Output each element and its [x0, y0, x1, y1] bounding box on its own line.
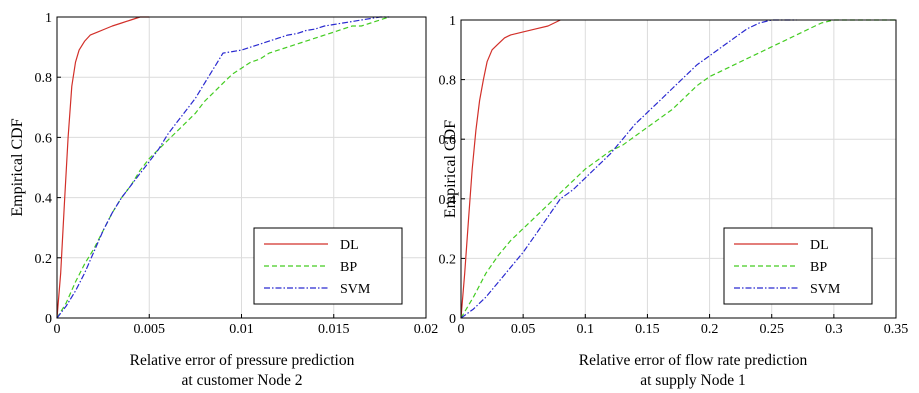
y-tick-label: 0.8 [439, 74, 457, 89]
x-tick-label: 0.2 [701, 322, 719, 337]
series-line-svm [460, 19, 797, 319]
y-tick-label: 0.8 [35, 71, 53, 86]
legend-label-bp: BP [340, 260, 357, 275]
legend-label-svm: SVM [810, 282, 841, 297]
x-tick-label: 0.25 [759, 322, 784, 337]
y-tick-label: 0 [45, 312, 52, 327]
chart-panel-0: 0 0.005 0.01 0.015 0.02 0 0.2 0.4 0.6 0.8 1 Empiric… [9, 11, 438, 337]
y-tick-label: 1 [449, 14, 456, 29]
x-tick-label: 0 [458, 322, 465, 337]
x-tick-label: 0.1 [577, 322, 595, 337]
chart-panel-1: 0 0.05 0.1 0.15 0.2 0.25 0.3 0.35 0 0.2 0.4 0.6 0.8 1… [439, 14, 909, 337]
y-tick-label: 0.6 [439, 133, 457, 148]
y-axis-label: Empirical CDF [442, 120, 459, 218]
series-line-svm [56, 16, 390, 319]
xlabel-left-line1: Relative error of pressure prediction [129, 352, 355, 369]
x-tick-label: 0.01 [229, 322, 254, 337]
xlabel-right-line1: Relative error of flow rate prediction [578, 352, 808, 369]
y-tick-label: 0.4 [439, 193, 457, 208]
legend-box [253, 227, 403, 305]
series-line-bp [460, 19, 896, 319]
x-tick-label: 0.005 [134, 322, 166, 337]
x-tick-label: 0 [54, 322, 61, 337]
legend: DL BP SVM [723, 227, 873, 305]
xlabel-left: Relative error of pressure prediction at… [22, 351, 462, 391]
legend-box [723, 227, 873, 305]
x-tick-label: 0.35 [884, 322, 909, 337]
series-line-dl [56, 16, 150, 319]
x-tick-label: 0.015 [318, 322, 350, 337]
y-tick-label: 0 [449, 312, 456, 327]
y-tick-label: 0.6 [35, 131, 53, 146]
legend-label-dl: DL [340, 238, 359, 253]
x-tick-label: 0.02 [414, 322, 439, 337]
legend-label-dl: DL [810, 238, 829, 253]
y-tick-label: 0.4 [35, 192, 53, 207]
series-line-bp [56, 16, 390, 319]
xlabel-left-line2: at customer Node 2 [181, 372, 303, 389]
axes-frame [460, 19, 897, 319]
legend: DL BP SVM [253, 227, 403, 305]
legend-label-bp: BP [810, 260, 827, 275]
x-tick-label: 0.05 [511, 322, 536, 337]
x-tick-label: 0.15 [635, 322, 660, 337]
y-tick-label: 0.2 [439, 252, 457, 267]
legend-label-svm: SVM [340, 282, 371, 297]
xlabel-right-line2: at supply Node 1 [640, 372, 746, 389]
series-line-dl [460, 19, 561, 319]
y-tick-label: 0.2 [35, 252, 53, 267]
xlabel-right: Relative error of flow rate prediction a… [473, 351, 913, 391]
x-tick-label: 0.3 [825, 322, 843, 337]
y-tick-label: 1 [45, 11, 52, 26]
y-axis-label: Empirical CDF [9, 118, 26, 216]
